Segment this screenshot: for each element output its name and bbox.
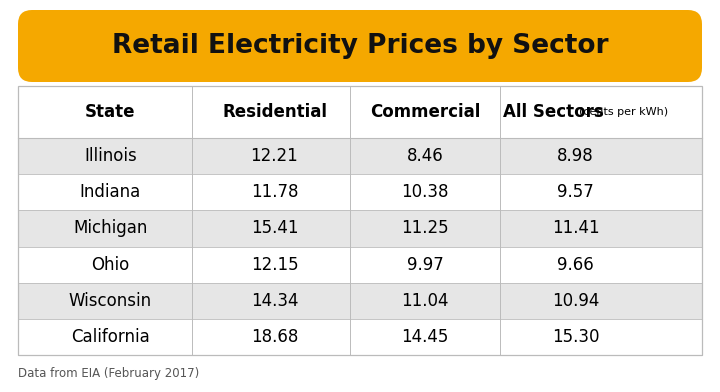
Text: 15.41: 15.41 [251,220,298,238]
Text: Illinois: Illinois [84,147,137,165]
Text: 14.34: 14.34 [251,292,298,310]
Text: 11.78: 11.78 [251,183,298,201]
Text: 10.38: 10.38 [401,183,449,201]
Text: 9.66: 9.66 [557,256,594,274]
Text: Data from EIA (February 2017): Data from EIA (February 2017) [18,367,199,380]
Text: (cents per kWh): (cents per kWh) [579,107,668,117]
Text: State: State [85,103,135,121]
Text: All Sectors: All Sectors [503,103,604,121]
Text: 10.94: 10.94 [552,292,599,310]
Text: 8.46: 8.46 [407,147,444,165]
Text: California: California [71,328,150,346]
Bar [18,319,702,355]
FancyBboxPatch shape [18,10,702,82]
Text: 14.45: 14.45 [401,328,449,346]
Text: Retail Electricity Prices by Sector: Retail Electricity Prices by Sector [112,33,608,59]
Bar [18,86,702,355]
Text: 18.68: 18.68 [251,328,298,346]
Bar [18,174,702,211]
Bar [18,86,702,138]
Text: Michigan: Michigan [73,220,148,238]
Text: 11.04: 11.04 [401,292,449,310]
Bar [18,138,702,174]
Text: 8.98: 8.98 [557,147,594,165]
Bar [18,211,702,247]
Text: 12.15: 12.15 [251,256,298,274]
Text: Ohio: Ohio [91,256,130,274]
Text: 15.30: 15.30 [552,328,599,346]
Text: 11.41: 11.41 [552,220,599,238]
Text: Commercial: Commercial [370,103,480,121]
Text: 9.57: 9.57 [557,183,594,201]
Text: Wisconsin: Wisconsin [69,292,152,310]
Bar [18,247,702,283]
Text: 9.97: 9.97 [407,256,444,274]
Text: 11.25: 11.25 [401,220,449,238]
Bar [18,283,702,319]
Text: 12.21: 12.21 [251,147,298,165]
Text: Indiana: Indiana [80,183,141,201]
Text: Residential: Residential [222,103,327,121]
